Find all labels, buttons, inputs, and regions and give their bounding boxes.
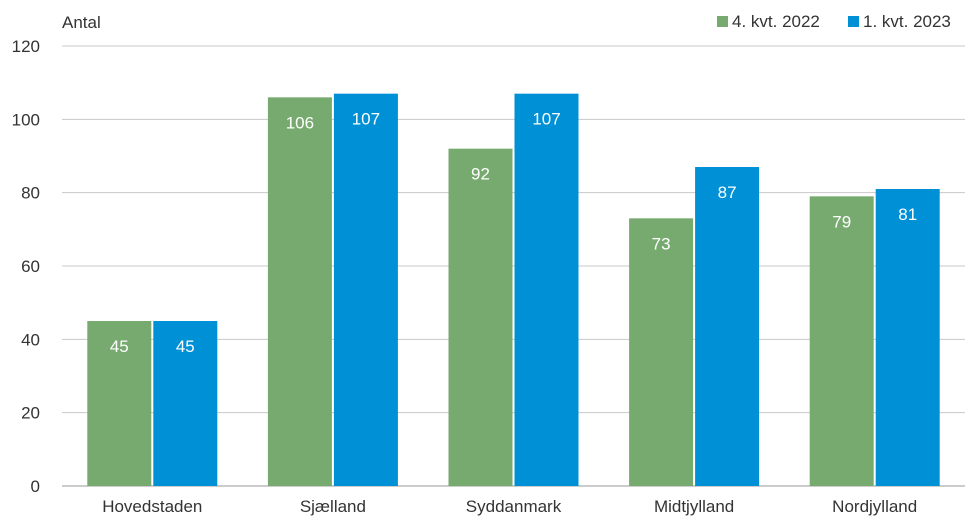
category-label: Nordjylland	[832, 497, 917, 516]
category-label: Midtjylland	[654, 497, 734, 516]
y-tick-label: 20	[21, 404, 40, 423]
bar	[153, 321, 218, 486]
bar	[809, 196, 874, 487]
y-tick-label: 40	[21, 330, 40, 349]
bar-value-label: 73	[652, 234, 671, 253]
bar-value-label: 45	[110, 337, 129, 356]
category-label: Sjælland	[300, 497, 366, 516]
y-tick-label: 120	[12, 37, 40, 56]
category-label: Hovedstaden	[102, 497, 202, 516]
bar	[87, 321, 152, 486]
legend: 4. kvt. 2022 1. kvt. 2023	[717, 12, 951, 31]
bar-value-label: 107	[532, 110, 560, 129]
category-labels: Hovedstaden Sjælland Syddanmark Midtjylland…	[102, 497, 917, 516]
bar-value-label: 107	[352, 110, 380, 129]
value-labels: 45 45 106 107 92 107 73 87 79 81	[110, 110, 917, 356]
bar	[267, 97, 332, 486]
bar	[695, 167, 760, 486]
bar	[629, 218, 694, 487]
bar	[514, 93, 579, 487]
bar-value-label: 45	[176, 337, 195, 356]
y-tick-label: 0	[31, 477, 40, 496]
y-tick-label: 100	[12, 110, 40, 129]
legend-label: 4. kvt. 2022	[732, 12, 820, 31]
bar-value-label: 92	[471, 165, 490, 184]
legend-swatch	[717, 16, 728, 27]
y-tick-label: 80	[21, 184, 40, 203]
bar	[448, 148, 513, 486]
bar-value-label: 79	[832, 212, 851, 231]
bar-value-label: 87	[718, 183, 737, 202]
y-axis-unit-label: Antal	[62, 13, 101, 32]
legend-label: 1. kvt. 2023	[863, 12, 951, 31]
y-tick-label: 60	[21, 257, 40, 276]
bar-value-label: 106	[286, 113, 314, 132]
legend-swatch	[848, 16, 859, 27]
bar	[875, 189, 940, 486]
category-label: Syddanmark	[466, 497, 562, 516]
bar-value-label: 81	[898, 205, 917, 224]
y-axis-ticks: 0 20 40 60 80 100 120	[12, 37, 40, 496]
bar	[333, 93, 398, 487]
bars	[87, 93, 940, 487]
